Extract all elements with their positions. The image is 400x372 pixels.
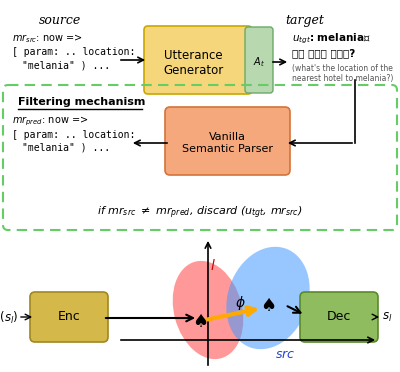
Ellipse shape	[173, 261, 243, 359]
Text: source: source	[39, 14, 81, 27]
Text: $g(s_l)$: $g(s_l)$	[0, 308, 18, 326]
Text: "melania" ) ...: "melania" ) ...	[22, 143, 110, 153]
Text: Filtering mechanism: Filtering mechanism	[18, 97, 145, 107]
Text: $s_l$: $s_l$	[382, 311, 392, 324]
Text: [ param: .. location:: [ param: .. location:	[12, 130, 135, 140]
Text: Enc: Enc	[58, 311, 80, 324]
Text: 가장 가까운 호텔은?: 가장 가까운 호텔은?	[292, 48, 355, 58]
Text: ♠: ♠	[192, 313, 208, 331]
Text: $\mathit{u}_{\mathit{tgt}}$: melania와: $\mathit{u}_{\mathit{tgt}}$: melania와	[292, 32, 371, 46]
Text: $l$: $l$	[210, 258, 216, 273]
Text: $\mathit{mr}_{\mathit{src}}$: now =>: $\mathit{mr}_{\mathit{src}}$: now =>	[12, 32, 83, 45]
FancyBboxPatch shape	[300, 292, 378, 342]
Text: $\phi$: $\phi$	[235, 294, 245, 312]
Text: Vanilla
Semantic Parser: Vanilla Semantic Parser	[182, 132, 272, 154]
Text: target: target	[286, 14, 324, 27]
FancyBboxPatch shape	[30, 292, 108, 342]
Text: if $\mathit{mr}_{src}$ $\neq$ $\mathit{mr}_{pred}$, discard ($u_{tgt}$, $mr_{src: if $\mathit{mr}_{src}$ $\neq$ $\mathit{m…	[97, 205, 303, 221]
Text: ♠: ♠	[260, 297, 276, 315]
Text: "melania" ) ...: "melania" ) ...	[22, 60, 110, 70]
Text: $src$: $src$	[275, 348, 295, 361]
FancyBboxPatch shape	[165, 107, 290, 175]
Text: $A_t$: $A_t$	[253, 55, 265, 69]
Text: Utterance
Generator: Utterance Generator	[163, 49, 223, 77]
Text: Dec: Dec	[327, 311, 351, 324]
Text: [ param: .. location:: [ param: .. location:	[12, 47, 135, 57]
FancyBboxPatch shape	[245, 27, 273, 93]
FancyBboxPatch shape	[144, 26, 252, 94]
Text: $\mathit{mr}_{\mathit{pred}}$: now =>: $\mathit{mr}_{\mathit{pred}}$: now =>	[12, 115, 88, 128]
Ellipse shape	[226, 247, 310, 349]
Text: (what's the location of the
nearest hotel to melania?): (what's the location of the nearest hote…	[292, 64, 393, 83]
